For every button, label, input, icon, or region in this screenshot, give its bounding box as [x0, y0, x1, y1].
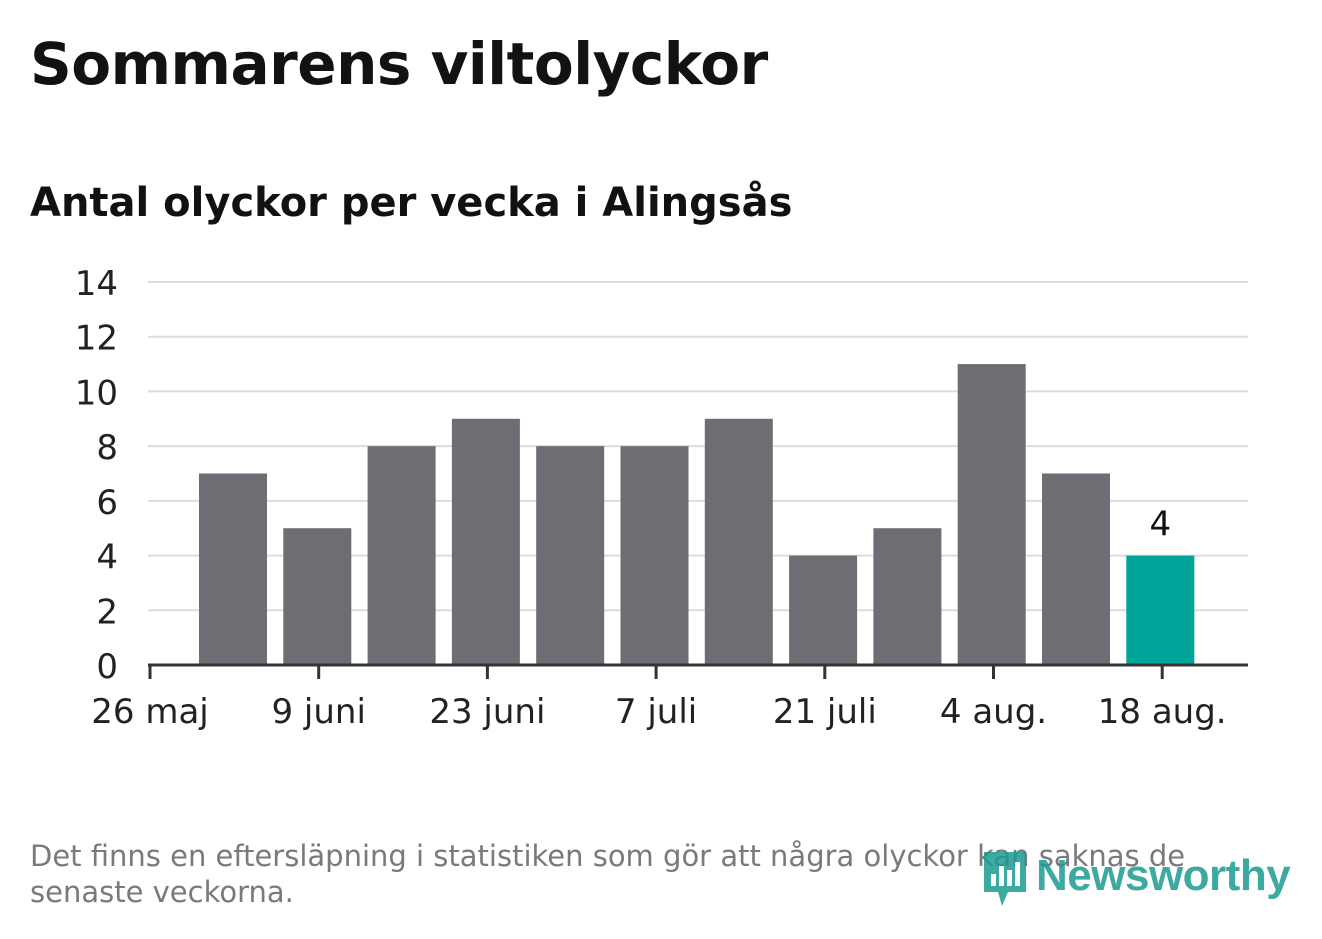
labels: 0 2 4 6 8 10 12 14 4 26 maj 9 juni 23 juni 7 juli 21 …	[75, 264, 1227, 732]
logo-text: Newsworthy	[1036, 851, 1291, 900]
y-tick-label: 8	[96, 428, 118, 468]
bar	[367, 446, 436, 665]
x-tick-label: 7 juli	[615, 692, 697, 732]
bar	[199, 473, 267, 665]
y-tick-label: 0	[96, 647, 118, 687]
bar	[536, 446, 605, 665]
x-axis	[148, 663, 1248, 679]
bar	[451, 418, 520, 665]
x-tick-label: 9 juni	[271, 692, 365, 732]
bar	[957, 364, 1026, 665]
bar	[620, 446, 689, 665]
x-tick-label: 4 aug.	[940, 692, 1047, 732]
bar	[1126, 555, 1195, 665]
bar	[1042, 473, 1110, 665]
data-label: 4	[1149, 505, 1171, 545]
bar	[704, 418, 773, 665]
newsworthy-logo-icon	[984, 852, 1026, 906]
x-tick-label: 26 maj	[91, 692, 208, 732]
y-tick-label: 2	[96, 592, 118, 632]
bar-chart: 0 2 4 6 8 10 12 14 4 26 maj 9 juni 23 juni 7 juli 21 …	[75, 264, 1248, 732]
y-tick-label: 4	[96, 538, 118, 578]
bar	[873, 528, 942, 665]
x-tick-label: 21 juli	[773, 692, 877, 732]
y-tick-label: 12	[75, 319, 118, 359]
chart-subtitle: Antal olyckor per vecka i Alingsås	[30, 180, 793, 226]
y-tick-label: 6	[96, 483, 118, 523]
y-tick-label: 10	[75, 373, 118, 413]
bar	[283, 528, 352, 665]
bars	[199, 364, 1195, 665]
x-tick-label: 23 juni	[429, 692, 545, 732]
chart-title: Sommarens viltolyckor	[30, 30, 768, 98]
bar	[789, 555, 858, 665]
newsworthy-logo: Newsworthy	[980, 840, 1291, 912]
y-tick-label: 14	[75, 264, 118, 304]
x-tick-label: 18 aug.	[1098, 692, 1227, 732]
